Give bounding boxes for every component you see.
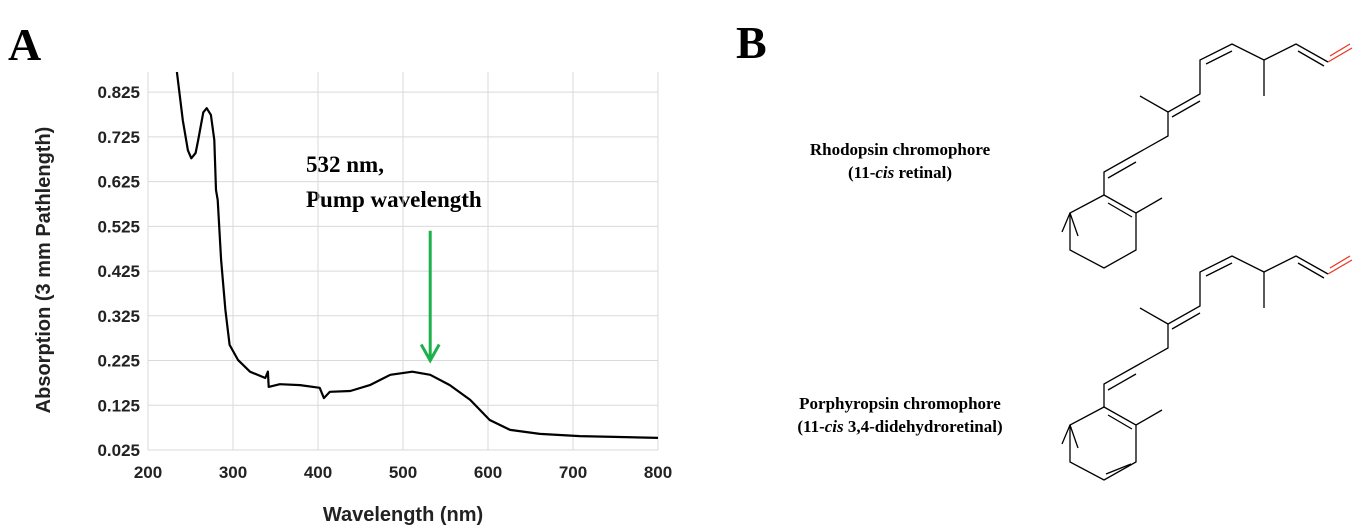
bond bbox=[1069, 212, 1079, 237]
bond bbox=[1061, 424, 1071, 445]
bond bbox=[1139, 307, 1169, 325]
text: cis bbox=[825, 417, 844, 436]
bond bbox=[1327, 259, 1353, 275]
text: cis bbox=[875, 163, 894, 182]
bond bbox=[1205, 50, 1233, 65]
bond bbox=[1107, 161, 1137, 179]
structure-name: Porphyropsin chromophore bbox=[799, 394, 1001, 413]
structure-name: Rhodopsin chromophore bbox=[810, 140, 991, 159]
x-tick-label: 500 bbox=[389, 463, 417, 482]
arrow bbox=[419, 230, 441, 364]
y-tick-label: 0.425 bbox=[97, 262, 140, 281]
x-tick-label: 300 bbox=[219, 463, 247, 482]
y-axis-title: Absorption (3 mm Pathlength) bbox=[33, 127, 55, 414]
y-tick-label: 0.125 bbox=[97, 396, 140, 415]
bond bbox=[1297, 262, 1325, 279]
text: (11- bbox=[797, 417, 825, 436]
bond bbox=[1327, 47, 1353, 63]
y-tick-label: 0.725 bbox=[97, 128, 140, 147]
text: retinal) bbox=[894, 163, 952, 182]
bond bbox=[1107, 202, 1133, 218]
ring bbox=[1069, 406, 1137, 481]
y-tick-label: 0.825 bbox=[97, 83, 140, 102]
y-tick-label: 0.025 bbox=[97, 441, 140, 460]
data-line bbox=[175, 71, 659, 439]
x-tick-label: 700 bbox=[559, 463, 587, 482]
bond bbox=[1069, 424, 1079, 449]
x-tick-label: 400 bbox=[304, 463, 332, 482]
bond bbox=[1171, 100, 1201, 118]
bond bbox=[1107, 373, 1137, 391]
x-tick-label: 600 bbox=[474, 463, 502, 482]
text: (11- bbox=[848, 163, 876, 182]
x-tick-label: 200 bbox=[134, 463, 162, 482]
bond bbox=[1171, 312, 1201, 330]
structure-detail: (11-cis retinal) bbox=[848, 163, 952, 182]
y-tick-label: 0.625 bbox=[97, 173, 140, 192]
bond bbox=[1135, 409, 1163, 426]
bond bbox=[1205, 262, 1233, 277]
bond bbox=[1105, 463, 1132, 475]
bond bbox=[1135, 197, 1163, 214]
bond bbox=[1061, 212, 1071, 233]
x-tick-label: 800 bbox=[644, 463, 672, 482]
bond bbox=[1329, 43, 1351, 57]
structure-detail: (11-cis 3,4-didehydroretinal) bbox=[797, 417, 1002, 436]
bond bbox=[1297, 50, 1325, 67]
annotation: 532 nm, bbox=[306, 152, 384, 177]
molecule bbox=[1061, 43, 1353, 269]
y-tick-label: 0.225 bbox=[97, 352, 140, 371]
text: 3,4-didehydroretinal) bbox=[844, 417, 1003, 436]
y-tick-label: 0.325 bbox=[97, 307, 140, 326]
bond bbox=[1139, 95, 1169, 113]
panel-label: A bbox=[8, 19, 41, 70]
x-axis-title: Wavelength (nm) bbox=[323, 504, 483, 526]
panel-label: B bbox=[736, 17, 767, 68]
ring bbox=[1069, 194, 1137, 269]
chain bbox=[1103, 43, 1329, 195]
bond bbox=[1107, 414, 1133, 430]
annotation: Pump wavelength bbox=[306, 187, 482, 212]
bond bbox=[1329, 255, 1351, 269]
molecule bbox=[1061, 255, 1353, 481]
y-tick-label: 0.525 bbox=[97, 217, 140, 236]
chain bbox=[1103, 255, 1329, 407]
